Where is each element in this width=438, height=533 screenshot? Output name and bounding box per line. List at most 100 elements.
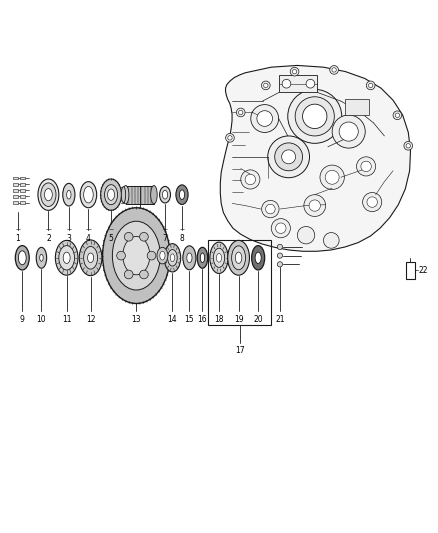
Bar [406,262,415,279]
Bar [20,195,25,198]
Circle shape [332,68,336,72]
Ellipse shape [180,190,185,199]
Circle shape [257,111,272,126]
Circle shape [239,110,243,115]
Circle shape [268,136,310,177]
Circle shape [339,122,358,141]
Circle shape [282,79,291,88]
Circle shape [320,165,344,189]
Bar [20,183,25,185]
Circle shape [245,174,255,184]
Ellipse shape [176,185,188,205]
Circle shape [261,81,270,90]
Ellipse shape [210,242,228,273]
Bar [126,185,154,204]
Bar [13,201,18,204]
Ellipse shape [63,252,70,263]
Ellipse shape [183,246,196,270]
Ellipse shape [41,183,56,206]
Circle shape [367,197,378,207]
Ellipse shape [162,190,168,199]
Bar [13,189,18,192]
Polygon shape [220,66,410,251]
Text: 12: 12 [86,315,95,324]
Text: 13: 13 [131,315,141,324]
Bar [13,195,18,198]
Text: 5: 5 [109,234,113,243]
Ellipse shape [55,240,78,275]
Text: 18: 18 [214,315,224,324]
Circle shape [276,223,286,233]
Ellipse shape [170,254,175,262]
Ellipse shape [228,240,250,275]
Circle shape [295,97,334,136]
Bar [20,189,25,192]
Text: 10: 10 [37,315,46,324]
Circle shape [366,81,375,90]
Ellipse shape [79,240,102,276]
Circle shape [124,270,133,279]
Ellipse shape [80,182,97,208]
Circle shape [277,253,283,258]
Text: 17: 17 [235,346,245,355]
Circle shape [264,83,268,87]
Text: 1: 1 [16,234,20,243]
Circle shape [237,108,245,117]
Ellipse shape [84,187,93,203]
Circle shape [395,113,399,117]
Circle shape [261,200,279,218]
Circle shape [325,171,339,184]
Ellipse shape [88,253,94,263]
Text: 22: 22 [418,266,428,275]
Bar [208,240,271,325]
Text: 14: 14 [168,315,177,324]
Ellipse shape [232,246,246,270]
Ellipse shape [113,221,160,290]
Ellipse shape [102,208,170,303]
Circle shape [323,232,339,248]
Ellipse shape [15,246,29,270]
Bar [279,75,318,92]
Circle shape [226,133,234,142]
Ellipse shape [168,249,177,266]
Circle shape [363,192,382,212]
Circle shape [406,143,410,148]
Ellipse shape [59,246,74,270]
Ellipse shape [108,189,115,200]
Ellipse shape [151,185,157,204]
Ellipse shape [40,254,43,261]
Circle shape [282,150,296,164]
Circle shape [290,67,299,76]
Ellipse shape [84,246,98,269]
Circle shape [241,170,260,189]
Ellipse shape [63,183,75,206]
Circle shape [228,136,232,140]
Text: 19: 19 [234,315,244,324]
Bar [13,177,18,180]
Ellipse shape [105,184,117,205]
Circle shape [332,115,365,148]
Text: 16: 16 [198,315,207,324]
Ellipse shape [18,251,26,265]
Circle shape [330,66,339,74]
Circle shape [309,200,321,211]
Circle shape [271,219,290,238]
Ellipse shape [187,253,192,263]
Ellipse shape [235,252,242,263]
Ellipse shape [122,185,129,204]
Ellipse shape [252,246,265,270]
Text: 4: 4 [86,234,91,243]
Circle shape [361,161,371,172]
Circle shape [117,251,125,260]
Circle shape [265,204,275,214]
Ellipse shape [200,253,205,263]
Text: 20: 20 [253,315,263,324]
Bar [20,177,25,180]
Ellipse shape [255,252,261,263]
Text: 6: 6 [138,234,142,243]
Text: 2: 2 [46,234,51,243]
Bar [345,99,369,115]
Ellipse shape [36,247,47,268]
Ellipse shape [216,254,222,262]
Text: 3: 3 [67,234,71,243]
